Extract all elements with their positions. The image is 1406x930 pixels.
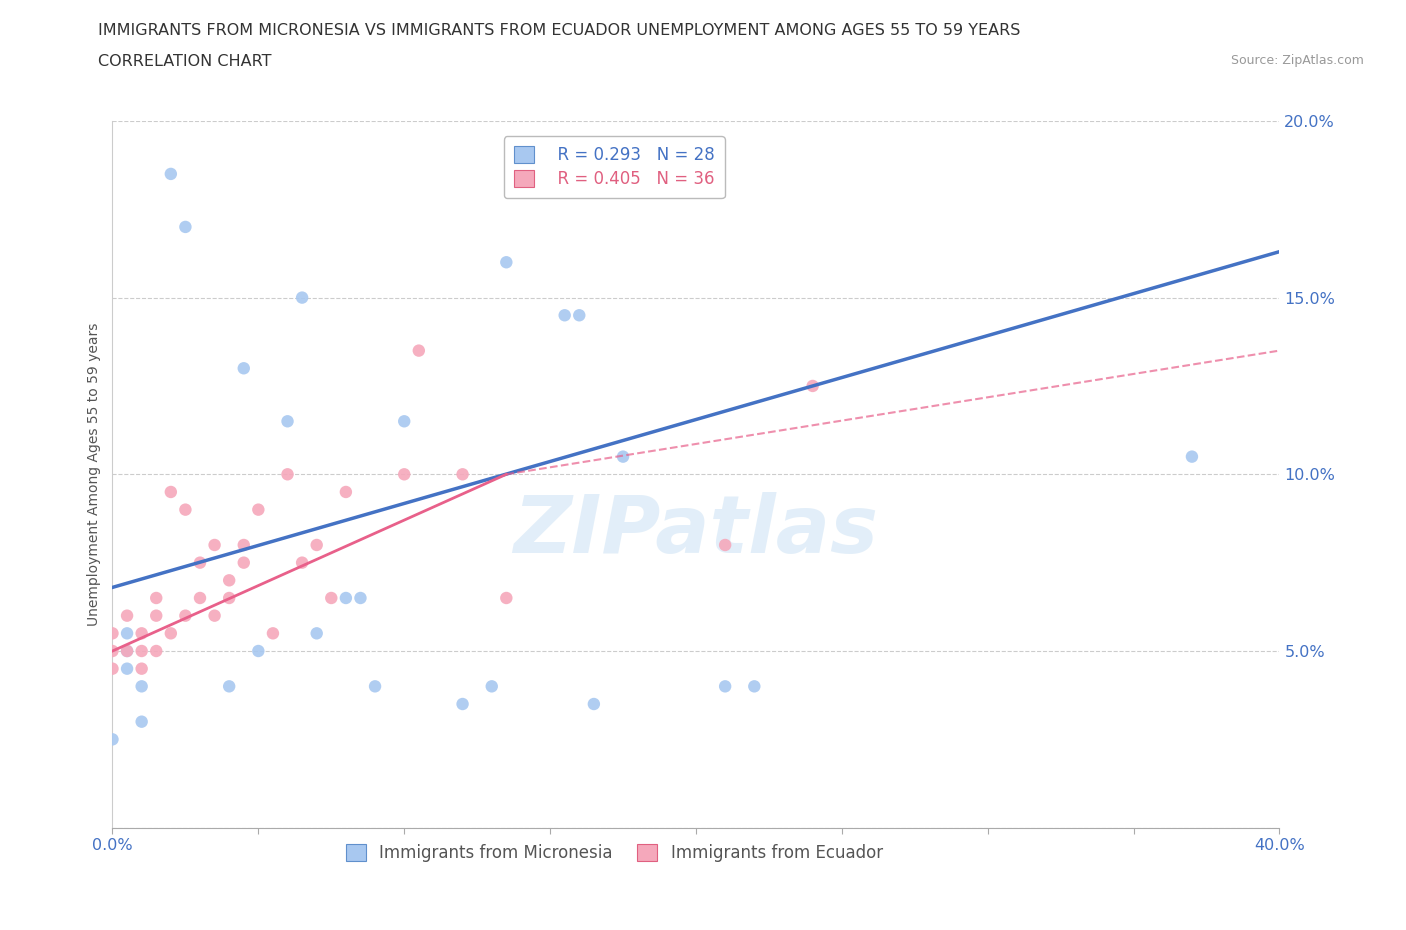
Text: Source: ZipAtlas.com: Source: ZipAtlas.com [1230, 54, 1364, 67]
Point [101, 732, 124, 747]
Point [101, 661, 124, 676]
Point [188, 555, 211, 570]
Point [335, 485, 357, 499]
Point [145, 608, 167, 623]
Point [204, 538, 226, 552]
Point [232, 538, 254, 552]
Point [115, 661, 138, 676]
Point [262, 626, 284, 641]
Y-axis label: Unemployment Among Ages 55 to 59 years: Unemployment Among Ages 55 to 59 years [87, 323, 101, 626]
Point [495, 255, 517, 270]
Point [305, 626, 328, 641]
Point [188, 591, 211, 605]
Point [714, 679, 737, 694]
Legend: Immigrants from Micronesia, Immigrants from Ecuador: Immigrants from Micronesia, Immigrants f… [336, 834, 893, 872]
Point [394, 467, 416, 482]
Point [451, 467, 474, 482]
Point [1181, 449, 1204, 464]
Point [131, 679, 153, 694]
Point [276, 414, 298, 429]
Point [115, 608, 138, 623]
Text: CORRELATION CHART: CORRELATION CHART [98, 54, 271, 69]
Point [481, 679, 503, 694]
Point [115, 644, 138, 658]
Point [174, 219, 197, 234]
Point [218, 573, 240, 588]
Point [335, 591, 357, 605]
Point [131, 661, 153, 676]
Point [101, 644, 124, 658]
Point [218, 591, 240, 605]
Point [554, 308, 576, 323]
Point [232, 361, 254, 376]
Text: IMMIGRANTS FROM MICRONESIA VS IMMIGRANTS FROM ECUADOR UNEMPLOYMENT AMONG AGES 55: IMMIGRANTS FROM MICRONESIA VS IMMIGRANTS… [98, 23, 1021, 38]
Point [115, 626, 138, 641]
Point [495, 591, 517, 605]
Point [131, 626, 153, 641]
Point [582, 697, 605, 711]
Point [204, 608, 226, 623]
Point [305, 538, 328, 552]
Point [291, 290, 314, 305]
Point [145, 644, 167, 658]
Point [174, 502, 197, 517]
Point [394, 414, 416, 429]
Point [291, 555, 314, 570]
Point [232, 555, 254, 570]
Point [364, 679, 387, 694]
Point [115, 644, 138, 658]
Point [612, 449, 634, 464]
Point [131, 644, 153, 658]
Point [247, 502, 270, 517]
Point [568, 308, 591, 323]
Point [321, 591, 343, 605]
Point [174, 608, 197, 623]
Point [801, 379, 824, 393]
Point [160, 166, 183, 181]
Point [160, 485, 183, 499]
Point [408, 343, 430, 358]
Point [218, 679, 240, 694]
Point [276, 467, 298, 482]
Point [145, 591, 167, 605]
Point [451, 697, 474, 711]
Point [101, 626, 124, 641]
Point [131, 714, 153, 729]
Point [160, 626, 183, 641]
Point [714, 538, 737, 552]
Point [742, 679, 765, 694]
Point [247, 644, 270, 658]
Point [349, 591, 371, 605]
Text: ZIPatlas: ZIPatlas [513, 492, 879, 570]
